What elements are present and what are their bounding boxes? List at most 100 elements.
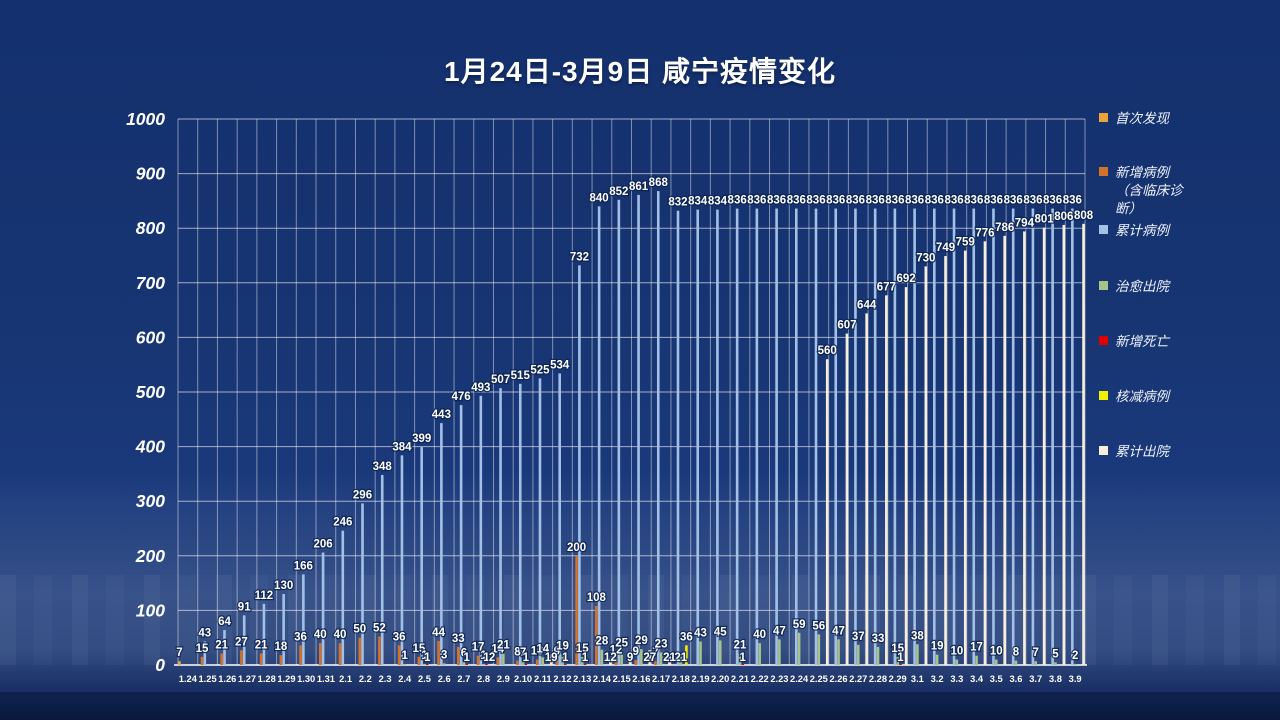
svg-text:40: 40 bbox=[753, 629, 766, 641]
svg-text:2.26: 2.26 bbox=[829, 674, 847, 684]
svg-text:836: 836 bbox=[1043, 195, 1062, 207]
svg-text:348: 348 bbox=[373, 461, 393, 473]
svg-text:14: 14 bbox=[536, 643, 549, 655]
svg-text:749: 749 bbox=[936, 242, 955, 254]
svg-text:2: 2 bbox=[489, 652, 495, 664]
legend-label: 新增死亡 bbox=[1115, 334, 1169, 349]
svg-text:2.6: 2.6 bbox=[438, 674, 451, 684]
series-new_cases bbox=[200, 555, 657, 665]
svg-text:2.5: 2.5 bbox=[418, 674, 431, 684]
svg-text:1.30: 1.30 bbox=[297, 674, 315, 684]
svg-text:2: 2 bbox=[1072, 650, 1078, 662]
svg-text:2.10: 2.10 bbox=[514, 674, 532, 684]
svg-text:8: 8 bbox=[514, 647, 521, 659]
svg-text:832: 832 bbox=[668, 197, 687, 209]
svg-text:900: 900 bbox=[136, 164, 165, 184]
svg-text:3: 3 bbox=[441, 649, 447, 661]
svg-text:9: 9 bbox=[554, 646, 560, 658]
legend-item-5: 核减病例 bbox=[1099, 388, 1169, 406]
svg-text:2.9: 2.9 bbox=[497, 674, 510, 684]
svg-text:36: 36 bbox=[680, 631, 693, 643]
svg-text:786: 786 bbox=[995, 222, 1014, 234]
svg-text:834: 834 bbox=[708, 196, 728, 208]
svg-text:836: 836 bbox=[885, 195, 904, 207]
svg-text:507: 507 bbox=[491, 374, 510, 386]
svg-text:47: 47 bbox=[832, 625, 845, 637]
svg-text:2.8: 2.8 bbox=[477, 674, 490, 684]
svg-text:759: 759 bbox=[956, 237, 975, 249]
gridlines bbox=[177, 118, 1086, 665]
svg-text:384: 384 bbox=[392, 441, 412, 453]
svg-text:43: 43 bbox=[694, 628, 707, 640]
svg-text:112: 112 bbox=[255, 590, 274, 602]
svg-text:7: 7 bbox=[520, 647, 526, 659]
svg-text:692: 692 bbox=[896, 273, 915, 285]
svg-text:1: 1 bbox=[562, 652, 569, 664]
svg-text:23: 23 bbox=[655, 638, 668, 650]
svg-text:27: 27 bbox=[235, 636, 248, 648]
svg-text:560: 560 bbox=[818, 345, 837, 357]
svg-text:525: 525 bbox=[530, 364, 550, 376]
svg-text:836: 836 bbox=[826, 195, 845, 207]
svg-text:19: 19 bbox=[556, 641, 569, 653]
svg-text:644: 644 bbox=[857, 299, 877, 311]
chart-title: 1月24日-3月9日 咸宁疫情变化 bbox=[444, 56, 836, 87]
svg-text:836: 836 bbox=[787, 195, 806, 207]
svg-text:2.15: 2.15 bbox=[613, 674, 631, 684]
svg-text:300: 300 bbox=[136, 491, 165, 511]
svg-text:5: 5 bbox=[1052, 648, 1059, 660]
svg-text:17: 17 bbox=[472, 642, 485, 654]
svg-text:836: 836 bbox=[1023, 195, 1042, 207]
legend-swatch-icon bbox=[1099, 225, 1108, 234]
svg-text:836: 836 bbox=[905, 195, 924, 207]
legend-item-0: 首次发现 bbox=[1099, 110, 1169, 128]
svg-text:836: 836 bbox=[747, 195, 766, 207]
series-reduced bbox=[685, 645, 688, 665]
svg-text:37: 37 bbox=[852, 631, 865, 643]
svg-text:2.2: 2.2 bbox=[359, 674, 372, 684]
svg-text:1: 1 bbox=[740, 652, 747, 664]
svg-text:2.4: 2.4 bbox=[398, 674, 412, 684]
svg-text:15: 15 bbox=[412, 643, 425, 655]
svg-text:100: 100 bbox=[136, 600, 165, 620]
legend-label: 新增病例 （含临床诊 断） bbox=[1115, 165, 1183, 216]
series-first_found bbox=[178, 661, 181, 665]
svg-text:44: 44 bbox=[432, 627, 445, 639]
series-deaths bbox=[425, 664, 902, 665]
svg-text:700: 700 bbox=[136, 273, 165, 293]
svg-text:836: 836 bbox=[964, 195, 983, 207]
svg-text:246: 246 bbox=[333, 517, 352, 529]
svg-text:8: 8 bbox=[1013, 647, 1020, 659]
svg-text:600: 600 bbox=[136, 327, 165, 347]
svg-text:10: 10 bbox=[990, 646, 1003, 658]
svg-text:794: 794 bbox=[1015, 217, 1035, 229]
svg-text:1: 1 bbox=[421, 650, 428, 662]
svg-text:800: 800 bbox=[136, 218, 165, 238]
svg-text:776: 776 bbox=[975, 227, 994, 239]
svg-text:2.11: 2.11 bbox=[534, 674, 552, 684]
legend-swatch-icon bbox=[1099, 281, 1108, 290]
svg-text:3.1: 3.1 bbox=[911, 674, 924, 684]
svg-text:399: 399 bbox=[412, 433, 431, 445]
svg-text:732: 732 bbox=[570, 251, 589, 263]
svg-text:33: 33 bbox=[452, 633, 465, 645]
svg-text:806: 806 bbox=[1054, 211, 1073, 223]
svg-text:7: 7 bbox=[1033, 647, 1039, 659]
svg-text:607: 607 bbox=[837, 320, 856, 332]
svg-text:91: 91 bbox=[238, 601, 251, 613]
svg-text:36: 36 bbox=[294, 631, 307, 643]
svg-text:200: 200 bbox=[135, 546, 165, 566]
svg-text:868: 868 bbox=[649, 177, 669, 189]
svg-text:2.18: 2.18 bbox=[672, 674, 690, 684]
svg-text:2.21: 2.21 bbox=[731, 674, 749, 684]
svg-text:836: 836 bbox=[866, 195, 885, 207]
svg-text:3.8: 3.8 bbox=[1049, 674, 1062, 684]
svg-text:2.19: 2.19 bbox=[691, 674, 709, 684]
svg-text:677: 677 bbox=[877, 281, 896, 293]
x-axis-labels: 1.24 1.25 1.26 1.27 1.28 1.29 1.30 1.31 2.1 2.2 2.… bbox=[179, 674, 1082, 684]
svg-text:1.28: 1.28 bbox=[258, 674, 276, 684]
svg-text:836: 836 bbox=[846, 195, 865, 207]
svg-text:21: 21 bbox=[734, 640, 747, 652]
background-bottom-band bbox=[0, 692, 1280, 720]
